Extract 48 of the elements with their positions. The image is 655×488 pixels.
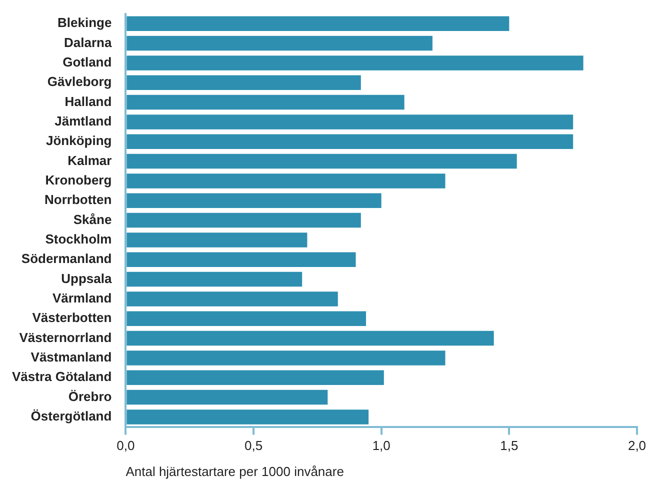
bar xyxy=(126,272,302,287)
y-tick-label: Östergötland xyxy=(30,408,112,424)
y-tick-label: Norrbotten xyxy=(44,192,112,208)
bar xyxy=(126,174,446,188)
y-tick-label: Gotland xyxy=(62,54,112,70)
y-tick-label: Södermanland xyxy=(21,251,112,266)
x-tick-label: 1,0 xyxy=(372,438,390,454)
bar xyxy=(126,330,494,346)
y-tick-label: Västra Götaland xyxy=(12,369,112,384)
y-tick-label: Västernorrland xyxy=(19,330,112,345)
y-tick-label: Uppsala xyxy=(61,270,112,286)
y-tick-label: Halland xyxy=(64,94,112,109)
bar xyxy=(126,193,382,208)
x-tick-label: 1,5 xyxy=(500,438,518,454)
bar xyxy=(126,36,432,51)
y-tick-label: Stockholm xyxy=(45,232,112,247)
bar xyxy=(126,212,361,228)
bar xyxy=(126,311,366,326)
y-tick-label: Jämtland xyxy=(54,114,112,129)
y-tick-label: Västerbotten xyxy=(32,310,112,326)
x-axis-title: Antal hjärtestartare per 1000 invånare xyxy=(126,464,344,479)
bar xyxy=(126,232,308,248)
bar xyxy=(126,134,574,150)
y-tick-label: Dalarna xyxy=(64,34,112,50)
bar xyxy=(126,390,328,405)
bar xyxy=(126,252,356,268)
y-tick-label: Jönköping xyxy=(46,133,112,148)
y-tick-label: Värmland xyxy=(52,290,112,306)
y-tick-label: Kalmar xyxy=(68,152,112,168)
x-tick-label: 2,0 xyxy=(628,438,646,454)
bar xyxy=(126,114,574,130)
bar xyxy=(126,410,369,424)
x-tick-label: 0,0 xyxy=(116,438,135,454)
bar xyxy=(126,75,361,90)
x-tick-label: 0,5 xyxy=(244,438,263,454)
y-tick-label: Blekinge xyxy=(58,15,112,30)
y-tick-label: Örebro xyxy=(68,388,112,404)
y-tick-label: Västmanland xyxy=(30,350,112,365)
bar xyxy=(126,350,446,366)
bar xyxy=(126,292,338,306)
bar xyxy=(126,56,584,70)
bar xyxy=(126,370,384,386)
bar xyxy=(126,94,404,110)
y-tick-label: Kronoberg xyxy=(45,172,112,188)
y-tick-label: Gävleborg xyxy=(47,74,112,90)
bar xyxy=(126,154,517,169)
bar xyxy=(126,16,510,32)
y-tick-label: Skåne xyxy=(73,212,112,227)
